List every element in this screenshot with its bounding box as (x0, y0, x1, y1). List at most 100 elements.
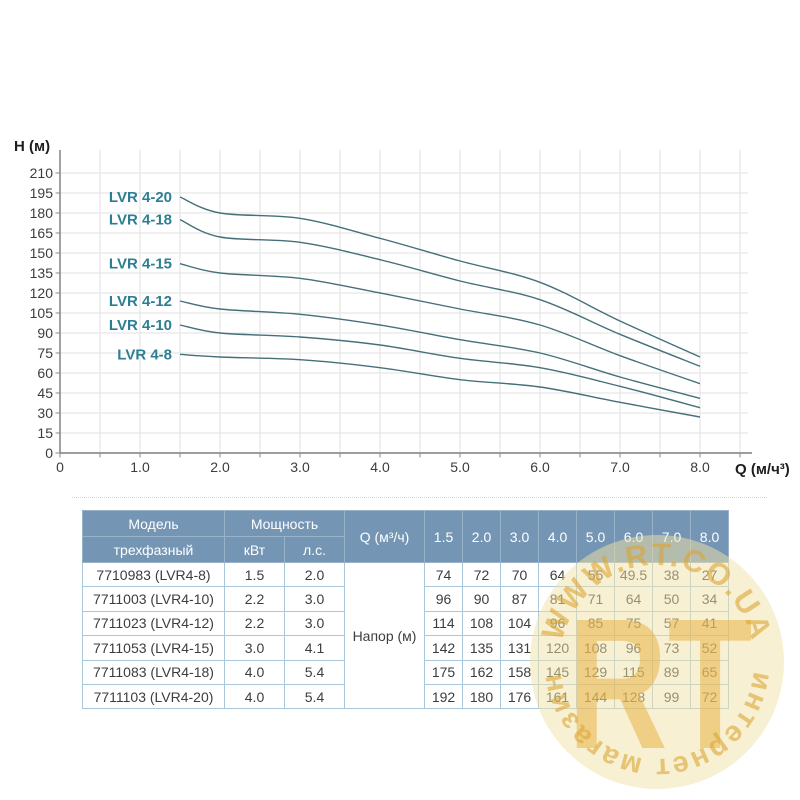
head-value-cell: 180 (462, 683, 502, 710)
header-q-1.5: 1.5 (424, 510, 464, 563)
kw-cell: 1.5 (224, 561, 285, 588)
head-value-cell: 74 (424, 561, 464, 588)
head-value-cell: 96 (614, 635, 654, 661)
x-tick-label: 4.0 (370, 459, 390, 475)
head-value-cell: 71 (576, 586, 616, 612)
head-value-cell: 142 (424, 635, 464, 661)
x-tick-label: 7.0 (610, 459, 630, 475)
head-value-cell: 55 (576, 561, 616, 588)
table-row: 7710983 (LVR4-8) 1.5 2.0 Напор (м) 74 72 70 64 5… (82, 561, 730, 710)
y-tick-label: 30 (37, 405, 53, 421)
head-value-cell: 129 (576, 659, 616, 685)
curve-label-lvr-4-20: LVR 4-20 (109, 189, 172, 206)
model-cell: 7711053 (LVR4-15) (82, 635, 225, 661)
header-q-5.0: 5.0 (576, 510, 616, 563)
hp-cell: 2.0 (283, 561, 346, 588)
x-tick-label: 1.0 (130, 459, 150, 475)
y-tick-label: 45 (37, 385, 53, 401)
head-value-cell: 90 (462, 586, 502, 612)
head-value-cell: 108 (462, 610, 502, 637)
x-tick-label: 2.0 (210, 459, 230, 475)
hp-cell: 5.4 (283, 659, 346, 685)
kw-cell: 4.0 (224, 683, 285, 710)
y-tick-label: 15 (37, 425, 53, 441)
head-value-cell: 145 (538, 659, 578, 685)
hp-cell: 4.1 (283, 635, 346, 661)
head-value-cell: 176 (500, 683, 540, 710)
header-q-6.0: 6.0 (614, 510, 654, 563)
head-value-cell: 70 (500, 561, 540, 588)
head-value-cell: 96 (538, 610, 578, 637)
header-q-7.0: 7.0 (652, 510, 692, 563)
head-value-cell: 158 (500, 659, 540, 685)
head-value-cell: 52 (690, 635, 730, 661)
head-value-cell: 64 (538, 561, 578, 588)
head-value-cell: 89 (652, 659, 692, 685)
x-tick-label: 6.0 (530, 459, 550, 475)
header-q-3.0: 3.0 (500, 510, 540, 563)
spec-table: Модель Мощность Q (м³/ч) 1.5 2.0 3.0 4.0 5.0 6.0… (82, 510, 730, 710)
y-tick-label: 135 (30, 265, 54, 281)
y-tick-label: 180 (30, 205, 54, 221)
head-value-cell: 49.5 (614, 561, 654, 588)
model-cell: 7711023 (LVR4-12) (82, 610, 225, 637)
curve-lvr-4-20 (179, 196, 701, 358)
y-tick-label: 90 (37, 325, 53, 341)
curve-lvr-4-10 (179, 324, 701, 409)
y-tick-label: 165 (30, 225, 54, 241)
x-tick-label: 3.0 (290, 459, 310, 475)
y-tick-label: 150 (30, 245, 54, 261)
performance-chart: 0 1.0 2.0 3.0 4.0 5.0 6.0 7.0 8.0 0 15 30 45 60 75 90 10… (14, 138, 790, 478)
y-tick-label: 60 (37, 365, 53, 381)
head-value-cell: 161 (538, 683, 578, 710)
head-value-cell: 72 (462, 561, 502, 588)
head-value-cell: 38 (652, 561, 692, 588)
model-cell: 7710983 (LVR4-8) (82, 561, 225, 588)
head-value-cell: 75 (614, 610, 654, 637)
header-q-4.0: 4.0 (538, 510, 578, 563)
head-value-cell: 87 (500, 586, 540, 612)
kw-cell: 3.0 (224, 635, 285, 661)
y-axis-title: H (м) (14, 138, 50, 155)
header-power: Мощность (223, 510, 346, 537)
y-tick-label: 105 (30, 305, 54, 321)
y-tick-label: 210 (30, 165, 54, 181)
x-tick-label: 5.0 (450, 459, 470, 475)
dotted-separator (72, 497, 767, 498)
y-tick-label: 120 (30, 285, 54, 301)
head-value-cell: 50 (652, 586, 692, 612)
curve-label-lvr-4-10: LVR 4-10 (109, 317, 172, 334)
kw-cell: 4.0 (224, 659, 285, 685)
head-value-cell: 135 (462, 635, 502, 661)
curve-label-lvr-4-18: LVR 4-18 (109, 212, 172, 229)
head-value-cell: 96 (424, 586, 464, 612)
y-tick-label: 195 (30, 185, 54, 201)
header-q-flow: Q (м³/ч) (344, 510, 426, 563)
head-value-cell: 41 (690, 610, 730, 637)
head-value-cell: 104 (500, 610, 540, 637)
head-value-cell: 34 (690, 586, 730, 612)
head-value-cell: 65 (690, 659, 730, 685)
kw-cell: 2.2 (224, 586, 285, 612)
head-value-cell: 114 (424, 610, 464, 637)
curve-lvr-4-18 (179, 219, 701, 367)
head-value-cell: 72 (690, 683, 730, 710)
model-cell: 7711103 (LVR4-20) (82, 683, 225, 710)
head-value-cell: 128 (614, 683, 654, 710)
head-value-cell: 162 (462, 659, 502, 685)
head-value-cell: 99 (652, 683, 692, 710)
header-model-sub: трехфазный (82, 536, 225, 563)
head-value-cell: 27 (690, 561, 730, 588)
x-tick-label: 8.0 (690, 459, 710, 475)
head-value-cell: 115 (614, 659, 654, 685)
head-value-cell: 64 (614, 586, 654, 612)
curve-lvr-4-12 (179, 300, 701, 399)
hp-cell: 5.4 (283, 683, 346, 710)
model-cell: 7711003 (LVR4-10) (82, 586, 225, 612)
head-value-cell: 175 (424, 659, 464, 685)
header-q-8.0: 8.0 (690, 510, 730, 563)
head-span-cell: Напор (м) (344, 561, 426, 710)
header-model: Модель (82, 510, 225, 537)
header-q-2.0: 2.0 (462, 510, 502, 563)
